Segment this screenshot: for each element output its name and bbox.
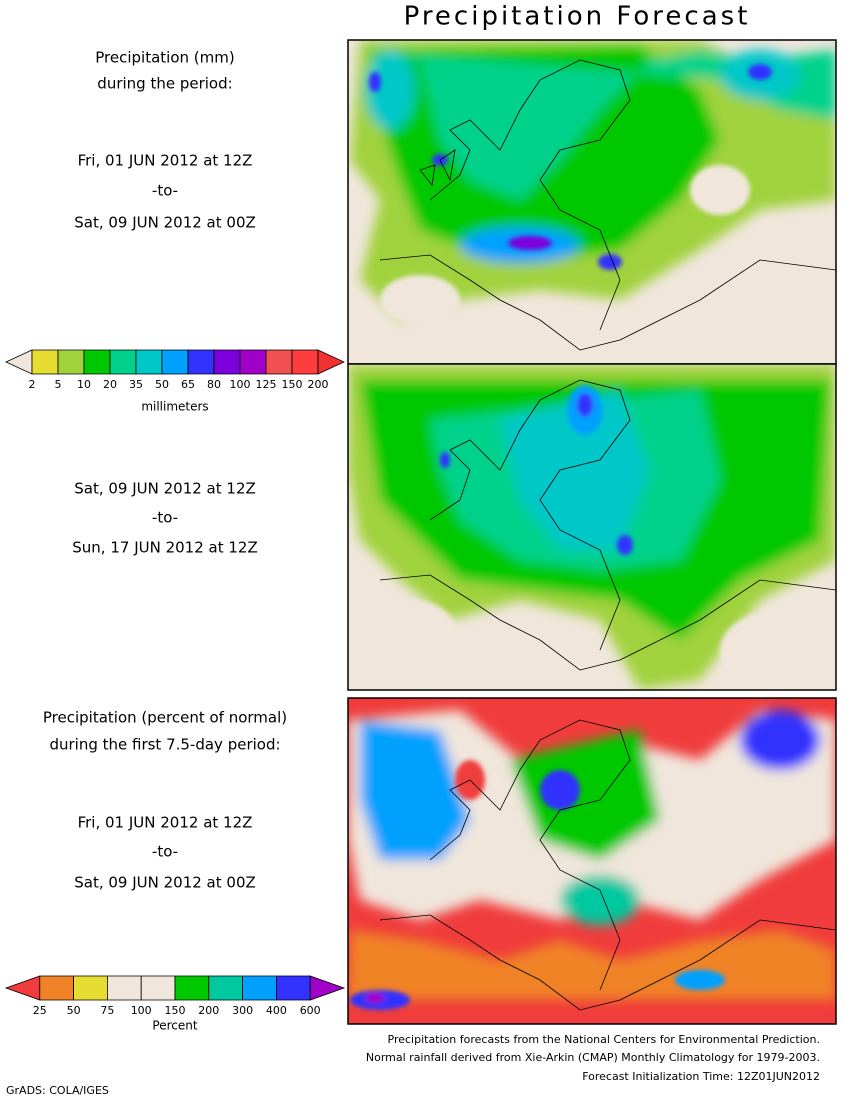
color-swatch: [239, 349, 267, 375]
color-swatch: [31, 349, 59, 375]
page-title: Precipitation Forecast: [404, 2, 751, 32]
map-frame: [347, 363, 837, 691]
map-frame: [347, 697, 837, 1025]
map-1: [348, 40, 836, 364]
footer-note: Forecast Initialization Time: 12Z01JUN20…: [582, 1070, 820, 1083]
colorbar-percent: 25 50 75 100 150 200 300 400 600 Percent: [4, 975, 346, 1033]
colorbar-label: 150: [165, 1004, 186, 1017]
period-start: Fri, 01 JUN 2012 at 12Z: [78, 814, 253, 832]
colorbar-label: 400: [266, 1004, 287, 1017]
color-swatch: [187, 349, 215, 375]
colorbar-label: 100: [131, 1004, 152, 1017]
colorbar-label: 100: [230, 378, 251, 391]
color-swatch: [317, 349, 345, 375]
color-swatch: [208, 975, 243, 1001]
color-swatch: [57, 349, 85, 375]
colorbar-label: 35: [129, 378, 143, 391]
colorbar-label: 125: [256, 378, 277, 391]
colorbar-label: 5: [55, 378, 62, 391]
color-swatch: [174, 975, 210, 1001]
colorbar-label: 20: [103, 378, 117, 391]
credit: GrADS: COLA/IGES: [6, 1084, 109, 1097]
colorbar-label: 80: [207, 378, 221, 391]
color-swatch: [242, 975, 277, 1001]
footer-note: Normal rainfall derived from Xie-Arkin (…: [366, 1051, 820, 1064]
colorbar-label: 65: [181, 378, 195, 391]
period-end: Sun, 17 JUN 2012 at 12Z: [72, 539, 257, 557]
map-2: [348, 364, 836, 690]
map-3: [348, 698, 836, 1024]
color-swatch: [107, 975, 142, 1001]
colorbar-label: 10: [77, 378, 91, 391]
period-end: Sat, 09 JUN 2012 at 00Z: [74, 214, 256, 232]
colorbar-label: 300: [232, 1004, 253, 1017]
period-end: Sat, 09 JUN 2012 at 00Z: [74, 874, 256, 892]
period-start: Sat, 09 JUN 2012 at 12Z: [74, 480, 256, 498]
color-swatch: [39, 975, 74, 1001]
colorbar-unit: millimeters: [141, 400, 208, 414]
color-swatch: [291, 349, 319, 375]
heading: Precipitation (percent of normal): [43, 709, 287, 727]
colorbar-label: 75: [100, 1004, 114, 1017]
heading: during the period:: [97, 75, 232, 93]
period-start: Fri, 01 JUN 2012 at 12Z: [78, 152, 253, 170]
color-swatch: [161, 349, 189, 375]
colorbar-label: 50: [67, 1004, 81, 1017]
color-swatch: [4, 975, 41, 1001]
color-swatch: [213, 349, 241, 375]
colorbar-label: 200: [308, 378, 329, 391]
color-swatch: [309, 975, 346, 1001]
colorbar-label: 200: [198, 1004, 219, 1017]
colorbar-label: 25: [33, 1004, 47, 1017]
colorbar-label: 600: [300, 1004, 321, 1017]
color-swatch: [73, 975, 108, 1001]
color-swatch: [140, 975, 176, 1001]
colorbar-unit: Percent: [152, 1019, 197, 1033]
colorbar-label: 50: [155, 378, 169, 391]
heading: Precipitation (mm): [95, 49, 234, 67]
color-swatch: [5, 349, 33, 375]
color-swatch: [109, 349, 137, 375]
color-swatch: [83, 349, 111, 375]
heading: during the first 7.5-day period:: [49, 736, 280, 754]
footer-note: Precipitation forecasts from the Nationa…: [388, 1033, 821, 1046]
color-swatch: [276, 975, 311, 1001]
period-to: -to-: [152, 182, 178, 200]
colorbar-mm: 2 5 10 20 35 50 65 80 100 125 150 200 millimeters: [5, 349, 345, 414]
colorbar-label: 2: [29, 378, 36, 391]
colorbar-label: 150: [282, 378, 303, 391]
color-swatch: [265, 349, 293, 375]
period-to: -to-: [152, 509, 178, 527]
color-swatch: [135, 349, 163, 375]
period-to: -to-: [152, 843, 178, 861]
